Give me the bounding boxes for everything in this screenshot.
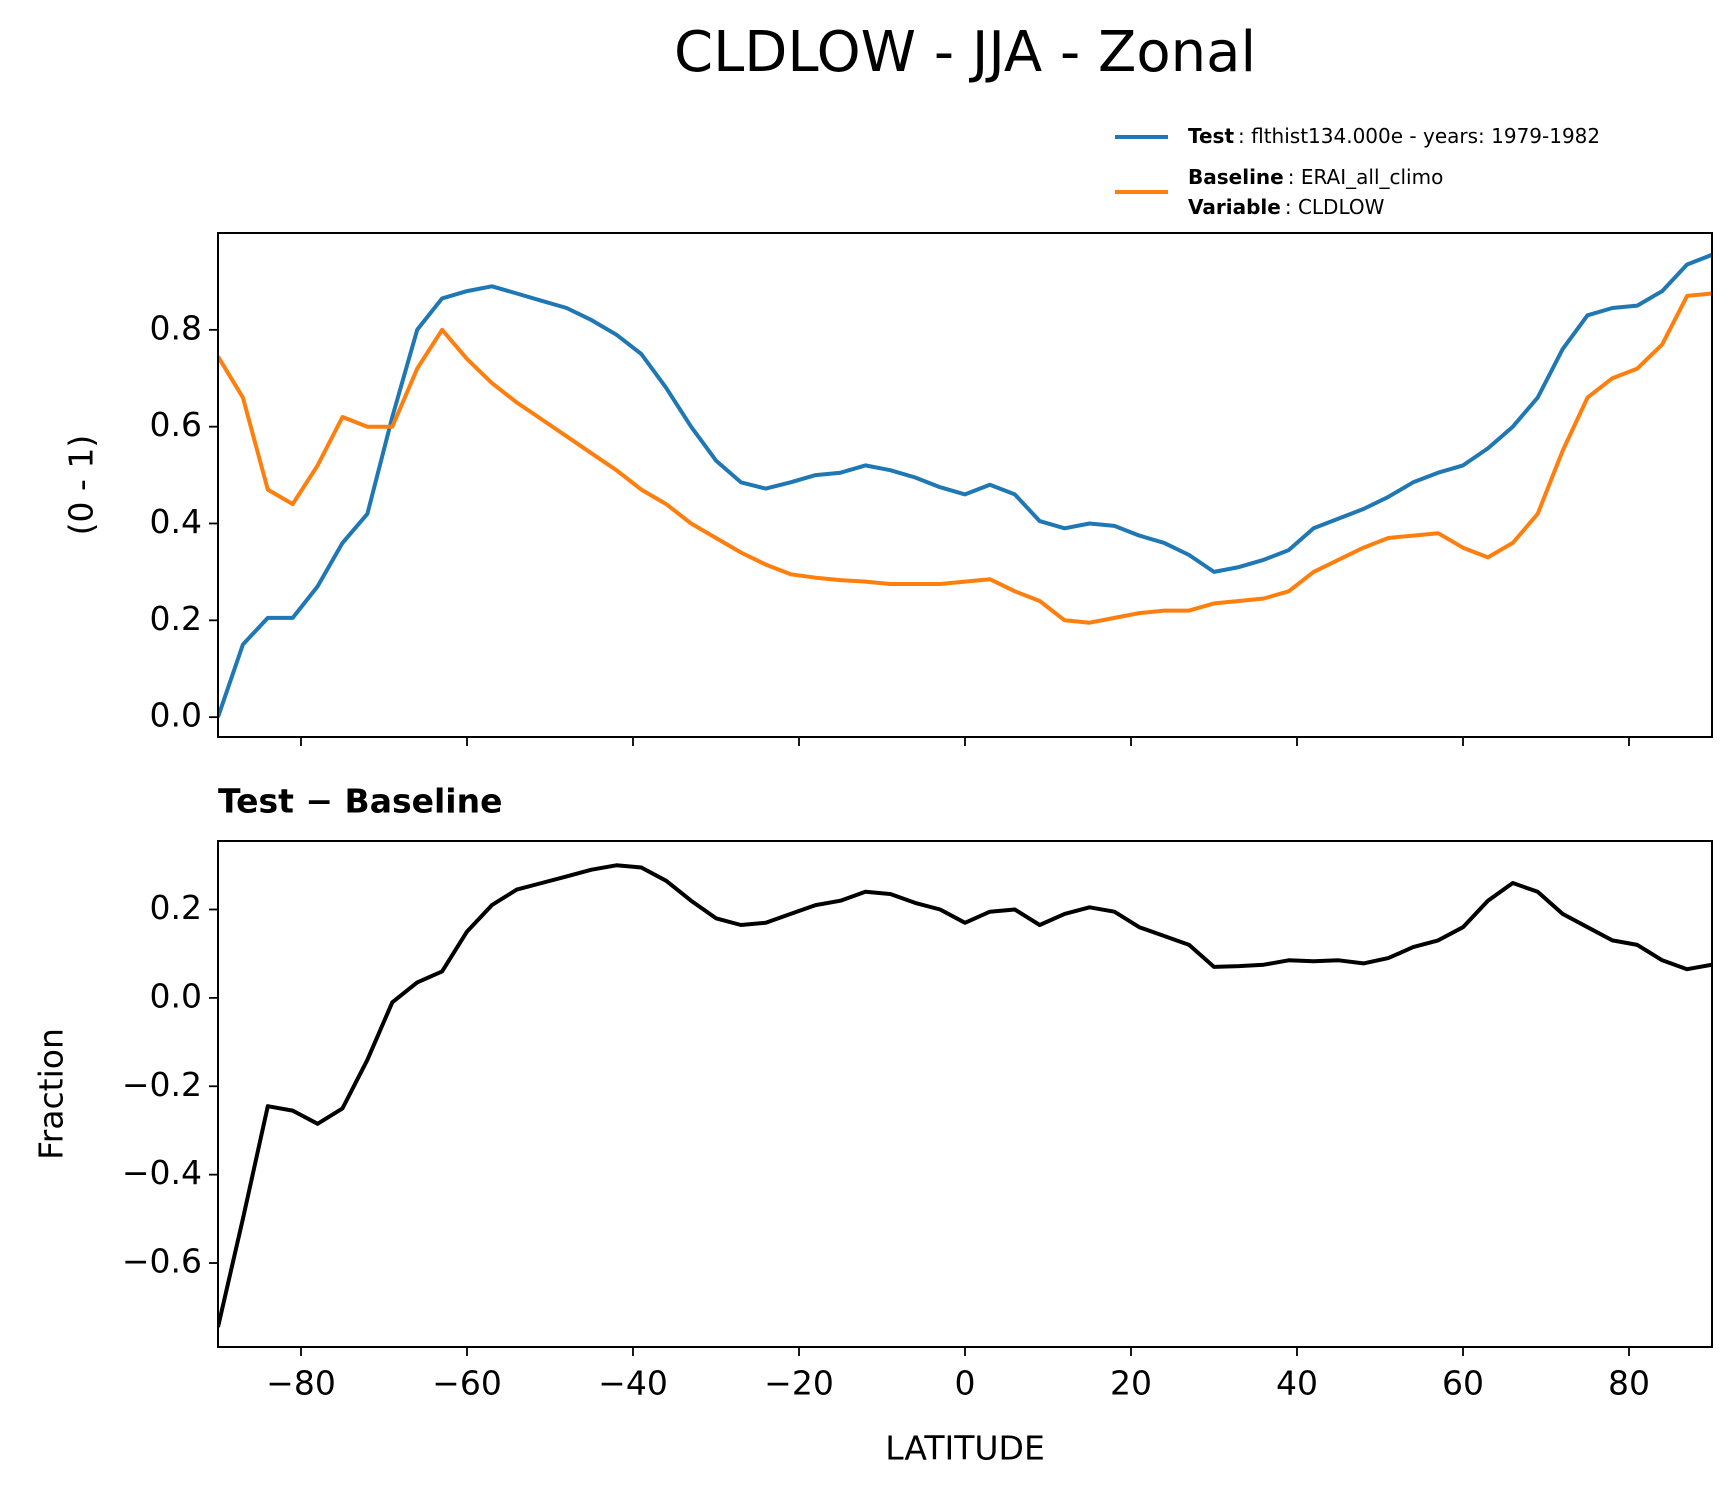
x-tick-label: 0 xyxy=(955,1364,976,1403)
y-axis-label: Fraction xyxy=(32,1028,71,1160)
x-tick-label: −60 xyxy=(432,1364,502,1403)
legend-text: : flthist134.000e - years: 1979-1982 xyxy=(1238,124,1600,148)
x-tick-label: −20 xyxy=(764,1364,834,1403)
x-tick-label: −80 xyxy=(266,1364,336,1403)
data-line xyxy=(218,252,1712,718)
y-tick-label: 0.4 xyxy=(150,502,202,541)
subplot-title: Test − Baseline xyxy=(218,782,503,821)
legend-label: Variable: CLDLOW xyxy=(1188,195,1385,219)
x-tick-label: 20 xyxy=(1110,1364,1152,1403)
legend-label: Test: flthist134.000e - years: 1979-1982 xyxy=(1188,124,1600,148)
y-tick-label: −0.6 xyxy=(122,1242,202,1281)
y-tick-label: −0.4 xyxy=(122,1153,202,1192)
data-line xyxy=(218,863,1712,1328)
y-tick-label: 0.0 xyxy=(150,696,202,735)
y-tick-label: −0.2 xyxy=(122,1065,202,1104)
y-tick-label: 0.2 xyxy=(150,888,202,927)
y-tick-label: 0.8 xyxy=(150,308,202,347)
axes-frame xyxy=(217,840,1713,1348)
x-tick-label: 40 xyxy=(1276,1364,1318,1403)
legend-text: : CLDLOW xyxy=(1285,195,1385,219)
legend-text: : ERAI_all_climo xyxy=(1288,165,1444,189)
legend-name: Variable xyxy=(1188,195,1281,219)
y-axis-label: (0 - 1) xyxy=(62,435,101,536)
legend-label: Baseline: ERAI_all_climo xyxy=(1188,165,1443,189)
figure-title: CLDLOW - JJA - Zonal xyxy=(674,20,1256,85)
y-tick-label: 0.0 xyxy=(150,976,202,1015)
legend-name: Baseline xyxy=(1188,165,1284,189)
y-tick-label: 0.2 xyxy=(150,599,202,638)
x-tick-label: −40 xyxy=(598,1364,668,1403)
x-tick-label: 80 xyxy=(1608,1364,1650,1403)
data-line xyxy=(218,291,1712,625)
axes-frame xyxy=(217,232,1713,738)
y-tick-label: 0.6 xyxy=(150,405,202,444)
x-axis-label: LATITUDE xyxy=(885,1429,1045,1468)
x-tick-label: 60 xyxy=(1442,1364,1484,1403)
legend-name: Test xyxy=(1188,124,1234,148)
